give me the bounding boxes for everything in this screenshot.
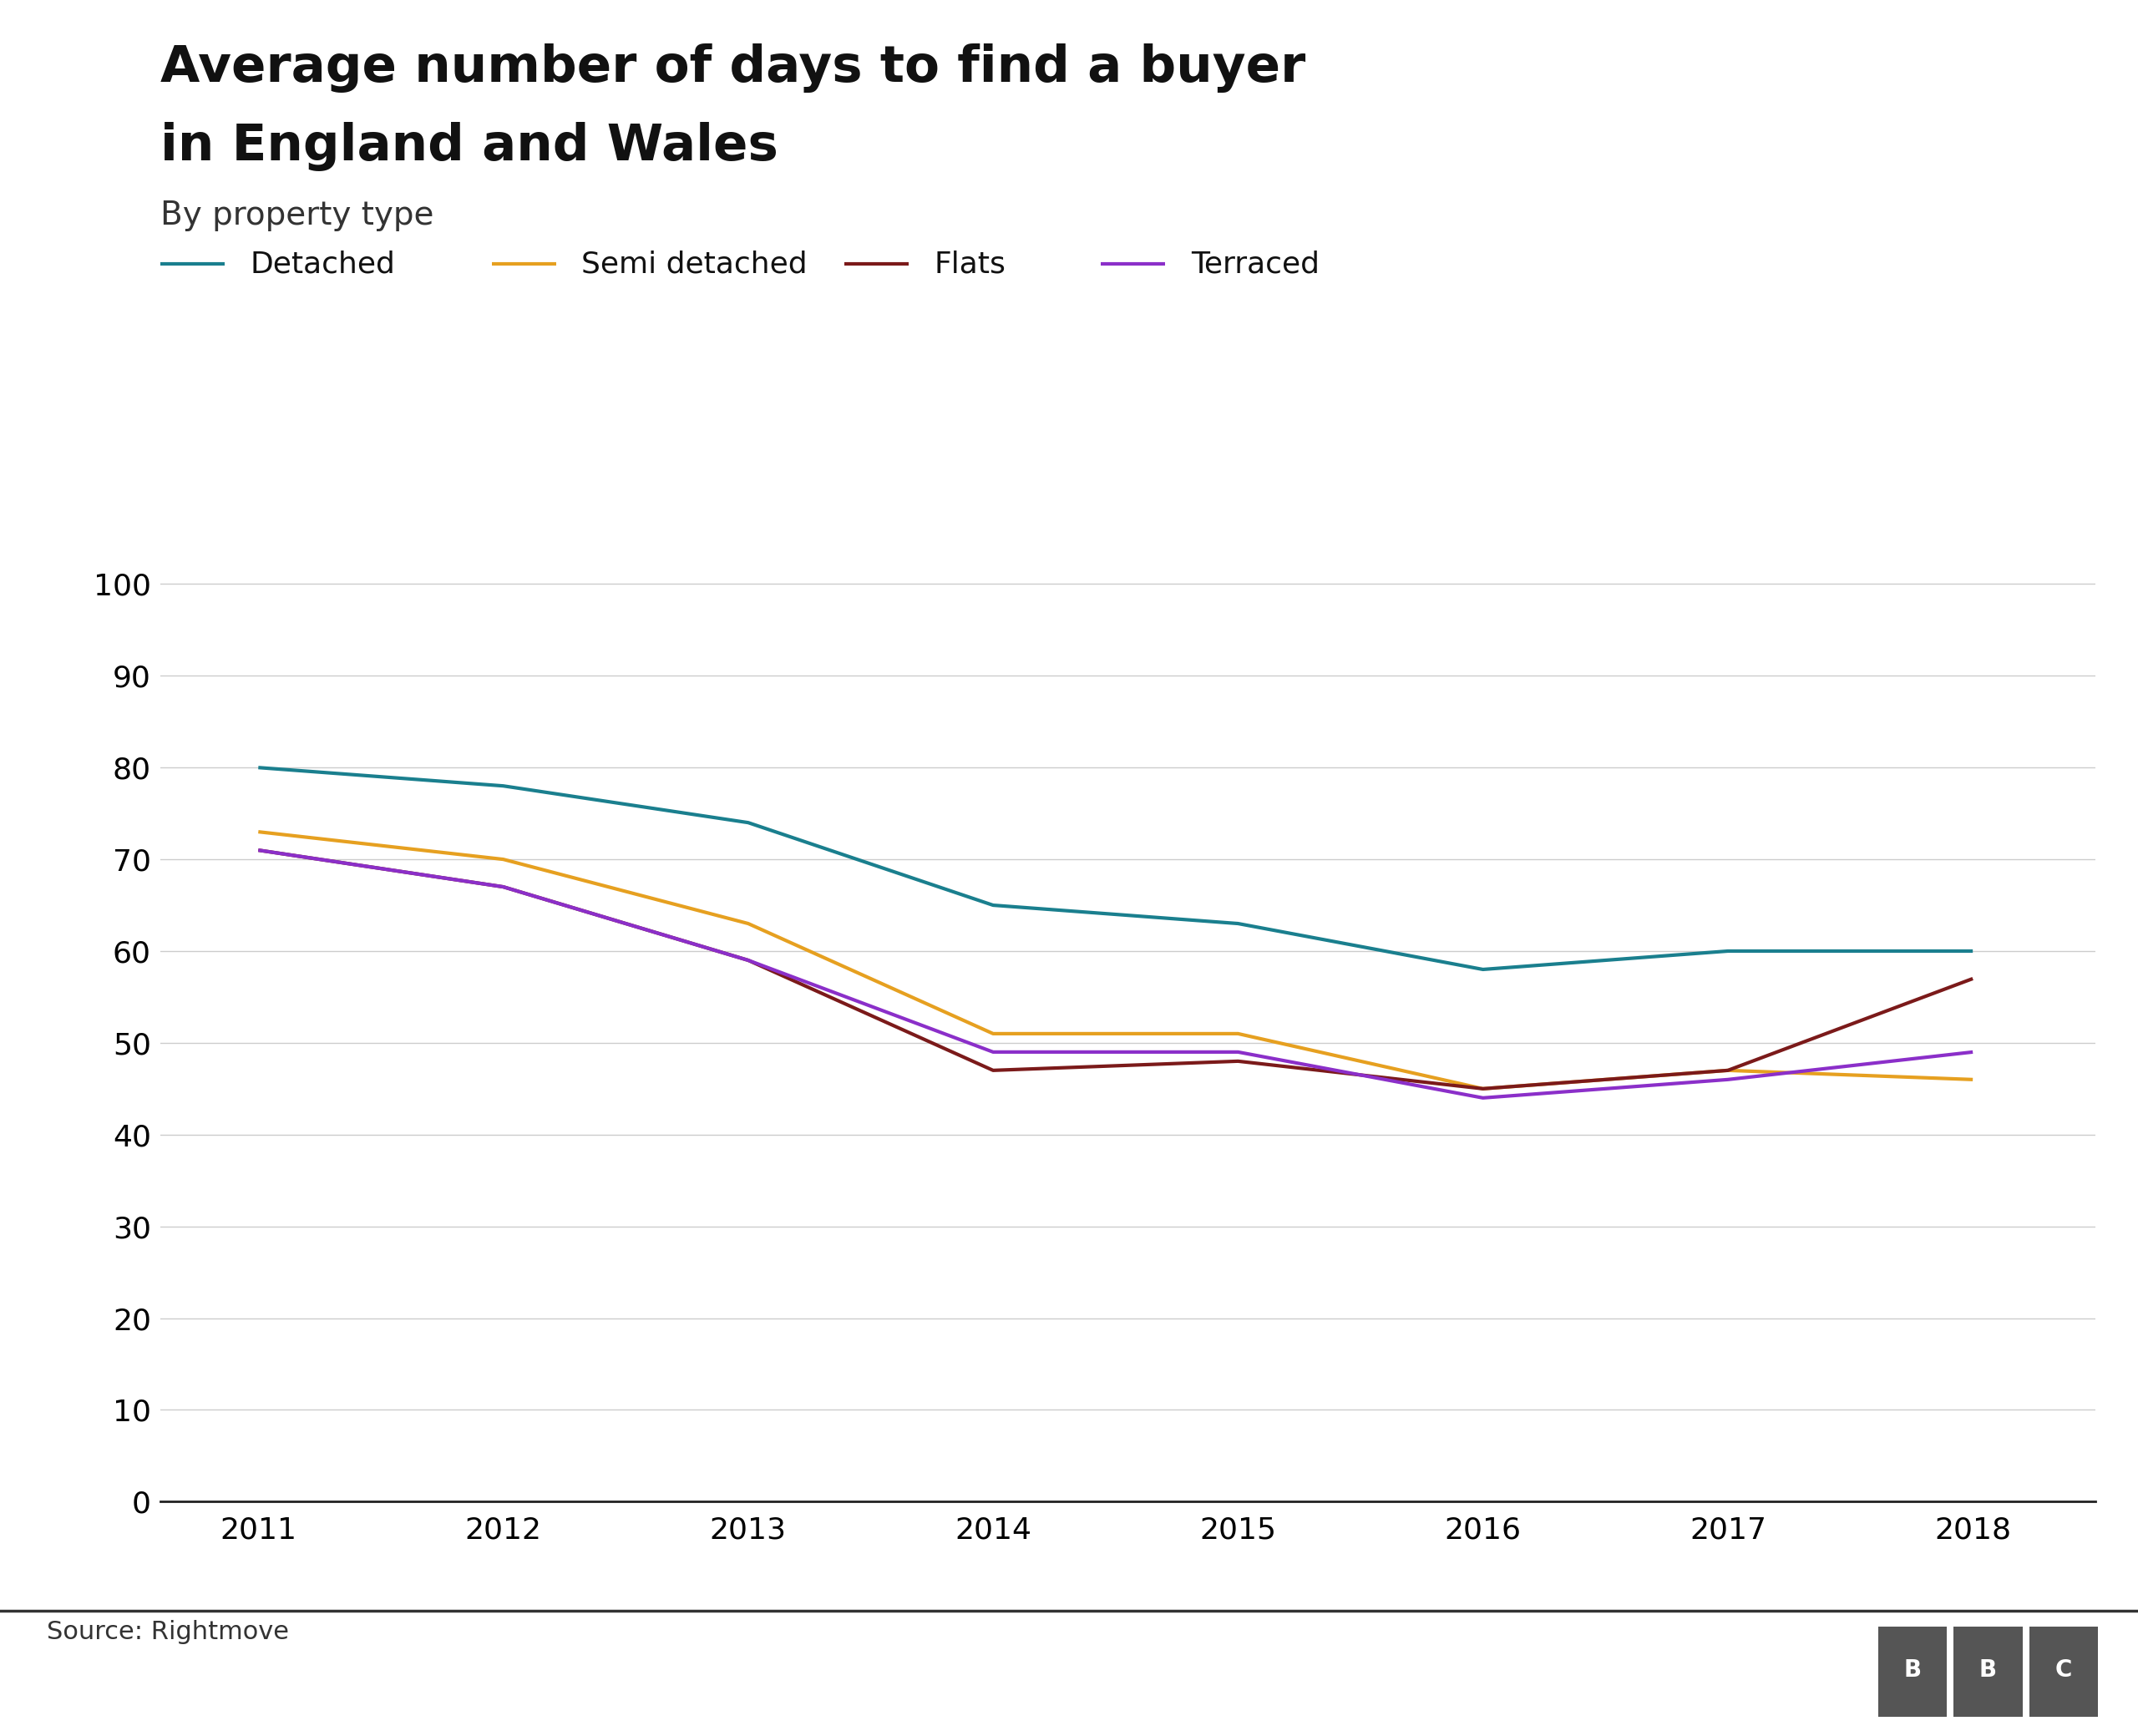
FancyBboxPatch shape <box>1954 1627 2023 1717</box>
FancyBboxPatch shape <box>1877 1627 1948 1717</box>
Text: Source: Rightmove: Source: Rightmove <box>47 1620 289 1644</box>
Text: Flats: Flats <box>934 250 1007 278</box>
Text: B: B <box>1980 1658 1997 1682</box>
Text: B: B <box>1903 1658 1922 1682</box>
Text: Terraced: Terraced <box>1191 250 1319 278</box>
Text: in England and Wales: in England and Wales <box>160 122 778 170</box>
Text: By property type: By property type <box>160 200 434 231</box>
Text: C: C <box>2055 1658 2072 1682</box>
Text: Detached: Detached <box>250 250 396 278</box>
Text: Average number of days to find a buyer: Average number of days to find a buyer <box>160 43 1306 92</box>
Text: Semi detached: Semi detached <box>582 250 808 278</box>
FancyBboxPatch shape <box>2029 1627 2097 1717</box>
